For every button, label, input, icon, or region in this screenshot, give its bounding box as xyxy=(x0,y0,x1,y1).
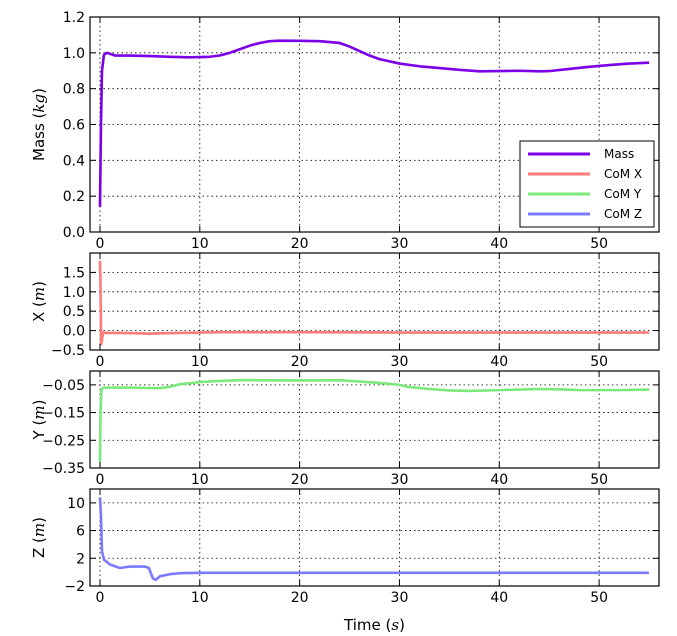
y-tick-label: 0.8 xyxy=(63,82,85,98)
x-tick-label: 10 xyxy=(191,354,209,370)
x-tick-label: 20 xyxy=(291,590,309,606)
y-tick-label: −0.35 xyxy=(42,461,85,477)
x-tick-label: 20 xyxy=(291,472,309,488)
legend-entry-label: CoM X xyxy=(604,167,642,181)
x-tick-label: 30 xyxy=(391,590,409,606)
x-tick-label: 10 xyxy=(191,236,209,252)
x-tick-label: 0 xyxy=(96,590,105,606)
panel-comy: 0 10 20 30 40 50 −0.35 −0.25 −0.15 −0.05 Y (m) xyxy=(30,370,660,488)
x-tick-label: 40 xyxy=(490,236,508,252)
x-tick-label: 20 xyxy=(291,236,309,252)
plot-frame xyxy=(89,370,660,469)
x-tick-label: 0 xyxy=(96,236,105,252)
y-tick-label: −0.05 xyxy=(42,378,85,394)
y-tick-label: 2 xyxy=(76,551,85,567)
series-line-com-x xyxy=(98,260,650,346)
x-axis-label: Time (s) xyxy=(343,616,405,634)
x-tick-label: 50 xyxy=(590,590,608,606)
plot-frame xyxy=(89,488,660,587)
x-tick-label: 10 xyxy=(191,590,209,606)
y-tick-label: 0.5 xyxy=(63,304,85,320)
y-tick-label: 1.0 xyxy=(63,46,85,62)
x-tick-label: 0 xyxy=(96,472,105,488)
y-tick-label: 1.0 xyxy=(63,285,85,301)
x-tick-label: 40 xyxy=(490,590,508,606)
series-line-com-y xyxy=(98,378,650,463)
x-tick-label: 30 xyxy=(391,472,409,488)
legend-entry-label: CoM Z xyxy=(604,207,642,221)
y-tick-label: −0.25 xyxy=(42,433,85,449)
y-tick-label: 0.4 xyxy=(63,153,85,169)
y-axis-label: Y (m) xyxy=(30,400,48,441)
panel-mass: 0 10 20 30 40 50 0.0 0.2 0.4 0.6 0.8 1.0 1.2 Mass (kg… xyxy=(30,10,660,252)
y-tick-label: 10 xyxy=(67,496,85,512)
x-tick-label: 50 xyxy=(590,236,608,252)
y-axis-label: X (m) xyxy=(30,281,48,322)
y-tick-label: 6 xyxy=(76,524,85,540)
x-tick-label: 40 xyxy=(490,354,508,370)
y-tick-label: 0.0 xyxy=(63,225,85,241)
x-tick-label: 20 xyxy=(291,354,309,370)
x-tick-label: 40 xyxy=(490,472,508,488)
series-line-com-z xyxy=(98,497,650,582)
x-tick-label: 30 xyxy=(391,354,409,370)
y-tick-label: 0.6 xyxy=(63,118,85,134)
legend-entry-label: Mass xyxy=(604,147,634,161)
y-axis-label: Z (m) xyxy=(30,517,48,558)
y-tick-label: −2 xyxy=(64,579,85,595)
y-tick-label: 1.2 xyxy=(63,10,85,26)
x-tick-label: 50 xyxy=(590,472,608,488)
x-tick-label: 10 xyxy=(191,472,209,488)
y-tick-label: 0.0 xyxy=(63,324,85,340)
y-tick-label: 0.2 xyxy=(63,189,85,205)
legend: Mass CoM X CoM Y CoM Z xyxy=(519,140,655,228)
series-line-mass xyxy=(98,39,650,207)
y-tick-label: −0.5 xyxy=(51,343,85,359)
plot-frame xyxy=(89,252,660,351)
y-tick-label: 1.5 xyxy=(63,265,85,281)
y-axis-label: Mass (kg) xyxy=(30,88,48,161)
x-tick-label: 0 xyxy=(96,354,105,370)
panel-comz: 0 10 20 30 40 50 −2 2 6 10 Z (m) Time (s) xyxy=(30,488,660,634)
legend-entry-label: CoM Y xyxy=(604,187,642,201)
y-tick-label: −0.15 xyxy=(42,406,85,422)
x-tick-label: 30 xyxy=(391,236,409,252)
panel-comx: 0 10 20 30 40 50 −0.5 0.0 0.5 1.0 1.5 X (m) xyxy=(30,252,660,370)
x-tick-label: 50 xyxy=(590,354,608,370)
